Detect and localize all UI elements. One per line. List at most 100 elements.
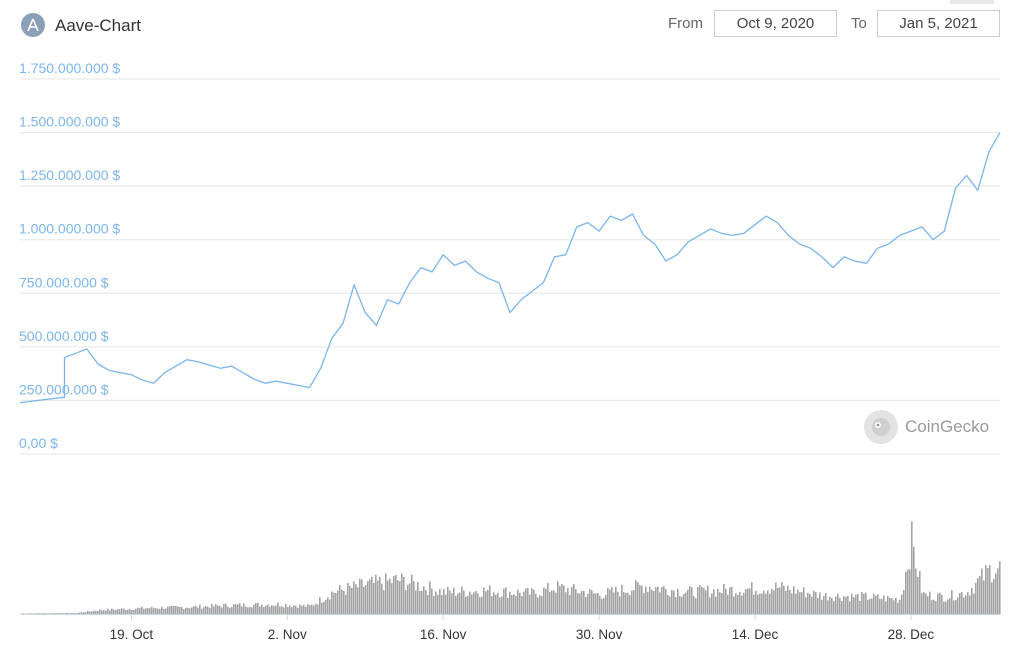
volume-bar (367, 581, 369, 614)
volume-bar (601, 598, 603, 614)
volume-bar (761, 593, 763, 614)
volume-bar (385, 573, 387, 614)
volume-bar (179, 606, 181, 614)
volume-bar (55, 613, 57, 614)
volume-bar (83, 612, 85, 614)
volume-bar (783, 585, 785, 614)
volume-bar (387, 580, 389, 614)
volume-bar (949, 598, 951, 614)
volume-bar (687, 589, 689, 614)
volume-bar (181, 607, 183, 614)
volume-bar (729, 587, 731, 614)
volume-bar (519, 592, 521, 614)
volume-bar (575, 589, 577, 614)
volume-bar (939, 592, 941, 614)
volume-bar (415, 590, 417, 614)
price-series (19, 132, 1001, 404)
volume-bar (867, 599, 869, 614)
volume-bar (423, 586, 425, 614)
volume-bar (293, 605, 295, 614)
volume-bar (383, 590, 385, 614)
volume-bar (143, 608, 145, 614)
volume-bar (407, 584, 409, 614)
volume-bar (919, 571, 921, 614)
volume-bar (655, 587, 657, 614)
volume-bar (699, 585, 701, 614)
volume-bar (799, 592, 801, 614)
volume-bar (769, 593, 771, 614)
to-date-input[interactable]: Jan 5, 2021 (877, 10, 1000, 37)
volume-bar (847, 595, 849, 614)
volume-bar (455, 595, 457, 614)
volume-bar (681, 596, 683, 614)
volume-bar (251, 607, 253, 614)
volume-bar (133, 610, 135, 614)
volume-bar (245, 606, 247, 614)
volume-bar (463, 590, 465, 614)
volume-bar (967, 592, 969, 614)
volume-bar (813, 590, 815, 614)
volume-bar (499, 597, 501, 614)
volume-bar (741, 595, 743, 614)
volume-bar (963, 597, 965, 614)
watermark-text: CoinGecko (905, 417, 990, 436)
volume-bar (715, 596, 717, 614)
coingecko-watermark: CoinGecko (864, 410, 989, 444)
volume-bar (627, 592, 629, 614)
volume-bar (605, 594, 607, 614)
volume-bar (63, 613, 65, 614)
volume-bar (713, 589, 715, 614)
volume-bar (817, 598, 819, 614)
volume-bar (845, 596, 847, 614)
volume-bar (417, 582, 419, 614)
volume-bar (515, 595, 517, 614)
volume-bar (211, 603, 213, 614)
x-axis-labels: 19. Oct 2. Nov 16. Nov 30. Nov 14. Dec 28. De… (110, 614, 934, 642)
volume-bar (163, 609, 165, 614)
volume-bar (227, 606, 229, 614)
volume-bar (537, 597, 539, 614)
volume-bar (269, 606, 271, 614)
volume-bar (209, 608, 211, 614)
volume-bar (793, 586, 795, 614)
volume-bar (509, 591, 511, 614)
volume-bar (307, 604, 309, 614)
volume-bar (801, 592, 803, 614)
volume-bar (851, 593, 853, 614)
volume-bar (145, 608, 147, 614)
from-date-input[interactable]: Oct 9, 2020 (714, 10, 837, 37)
volume-bar (311, 604, 313, 614)
volume-bar (239, 603, 241, 614)
volume-bar (493, 592, 495, 614)
volume-bar (491, 596, 493, 614)
volume-bar (221, 607, 223, 614)
volume-bar (161, 606, 163, 614)
volume-bar (193, 606, 195, 614)
volume-bar (113, 609, 115, 614)
volume-bar (261, 604, 263, 614)
volume-bar (151, 606, 153, 614)
volume-bar (903, 590, 905, 614)
gecko-icon (864, 410, 898, 444)
volume-bar (371, 576, 373, 614)
volume-bar (591, 590, 593, 614)
volume-bar (807, 592, 809, 614)
volume-bar (733, 596, 735, 614)
volume-bar (595, 593, 597, 614)
volume-bar (219, 605, 221, 614)
volume-bar (791, 593, 793, 614)
volume-bar (53, 613, 55, 614)
volume-bar (735, 593, 737, 614)
volume-bar (623, 592, 625, 614)
volume-bar (615, 586, 617, 614)
from-label: From (668, 15, 703, 32)
volume-bar (289, 605, 291, 614)
volume-bar (29, 613, 31, 614)
volume-bar (69, 613, 71, 614)
volume-bar (305, 606, 307, 614)
volume-bar (505, 587, 507, 614)
x-tick-label: 19. Oct (110, 627, 154, 642)
volume-bar (855, 594, 857, 614)
volume-bar (475, 590, 477, 614)
